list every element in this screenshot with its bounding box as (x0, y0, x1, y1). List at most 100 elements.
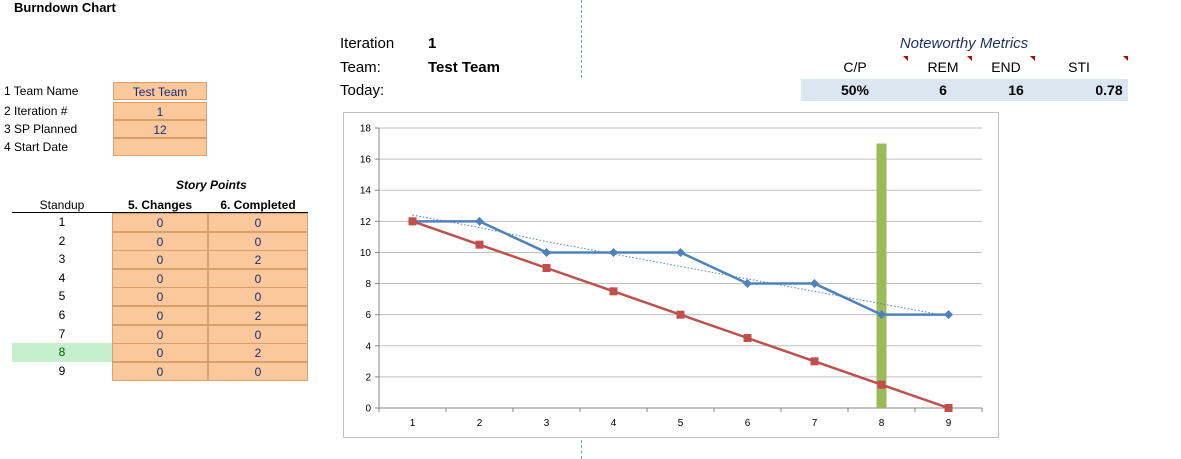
metric-label-end: END (991, 59, 1021, 75)
series-line-actual (412, 220, 949, 316)
standup-number: 5 (58, 289, 66, 304)
data-point-actual (609, 247, 618, 257)
comment-indicator-icon[interactable] (1030, 56, 1035, 61)
metric-value-rem: 6 (939, 82, 947, 98)
team-name-input[interactable]: Test Team (113, 82, 207, 100)
changes-cell[interactable]: 0 (112, 287, 208, 307)
metric-label-cp: C/P (843, 59, 867, 75)
comment-indicator-icon[interactable] (903, 56, 908, 61)
data-point-actual (877, 310, 886, 320)
changes-cell[interactable]: 0 (112, 213, 208, 232)
changes-cell[interactable]: 0 (112, 324, 208, 344)
col-header-standup: Standup (39, 198, 85, 212)
metric-value-end: 16 (1008, 82, 1024, 98)
completed-cell[interactable]: 0 (208, 324, 308, 344)
start-date-input[interactable] (113, 138, 207, 156)
setup-label-start-date: 4 Start Date (4, 140, 69, 154)
data-point-actual (810, 279, 819, 289)
y-tick-label: 18 (360, 124, 372, 135)
y-tick-label: 6 (365, 310, 371, 321)
data-point-optimal (810, 357, 819, 366)
burndown-chart[interactable]: 024681012141618123456789TodayActualOptim… (343, 112, 1097, 438)
completed-cell[interactable]: 0 (208, 268, 308, 288)
comment-indicator-icon[interactable] (1123, 56, 1128, 61)
standup-number: 1 (58, 215, 66, 229)
changes-cell[interactable]: 0 (112, 231, 208, 251)
y-tick-label: 12 (360, 217, 372, 228)
data-point-optimal (408, 217, 417, 226)
completed-cell[interactable]: 0 (208, 287, 308, 307)
team-label: Team: (340, 59, 381, 76)
col-header-completed: 6. Completed (220, 198, 296, 212)
standup-number: 4 (58, 270, 66, 285)
x-tick-label: 9 (946, 418, 952, 429)
team-value: Test Team (428, 59, 500, 76)
changes-cell[interactable]: 0 (112, 361, 208, 381)
page-break-guide-bottom (581, 440, 582, 459)
x-tick-label: 8 (879, 418, 885, 429)
metrics-values-bar (801, 79, 1128, 101)
metric-label-rem: REM (927, 59, 959, 75)
data-point-optimal (944, 404, 953, 412)
data-point-optimal (676, 310, 685, 319)
y-tick-label: 4 (365, 341, 371, 352)
data-point-optimal (743, 334, 752, 342)
iteration-value: 1 (428, 35, 437, 52)
y-tick-label: 14 (360, 186, 372, 197)
standup-number: 8 (12, 343, 112, 363)
iteration-input[interactable]: 1 (113, 102, 207, 120)
y-tick-label: 8 (365, 279, 371, 290)
x-tick-label: 4 (611, 418, 617, 429)
standup-number: 3 (58, 252, 66, 267)
metric-value-cp: 50% (840, 82, 870, 98)
standup-number: 2 (58, 233, 66, 248)
completed-cell[interactable]: 0 (208, 213, 308, 232)
completed-cell[interactable]: 0 (208, 231, 308, 251)
burndown-chart-svg: 024681012141618123456789TodayActualOptim… (360, 124, 1097, 430)
setup-label-iteration: 2 Iteration # (4, 104, 68, 118)
x-tick-label: 5 (678, 418, 684, 429)
standup-number: 7 (58, 326, 66, 341)
standup-number: 9 (58, 363, 66, 378)
metric-label-sti: STI (1068, 59, 1090, 75)
comment-indicator-icon[interactable] (967, 56, 972, 61)
data-point-optimal (877, 380, 886, 389)
x-tick-label: 7 (812, 418, 818, 429)
completed-cell[interactable]: 2 (208, 343, 308, 363)
completed-cell[interactable]: 0 (208, 361, 308, 381)
sp-planned-input[interactable]: 12 (113, 120, 207, 138)
x-tick-label: 6 (745, 418, 751, 429)
changes-cell[interactable]: 0 (112, 306, 208, 325)
story-points-header: Story Points (176, 178, 247, 192)
x-tick-label: 3 (544, 418, 550, 429)
today-label: Today: (340, 82, 385, 99)
y-tick-label: 0 (365, 404, 371, 415)
data-point-actual (542, 247, 551, 257)
changes-cell[interactable]: 0 (112, 343, 208, 363)
standup-number: 6 (58, 308, 66, 322)
changes-cell[interactable]: 0 (112, 268, 208, 288)
data-point-optimal (475, 240, 484, 249)
sheet-title: Burndown Chart (14, 0, 116, 15)
completed-cell[interactable]: 2 (208, 306, 308, 325)
series-line-forecasted (412, 214, 949, 317)
page-break-guide-top (581, 0, 582, 78)
iteration-label: Iteration (340, 35, 395, 52)
x-tick-label: 2 (477, 418, 483, 429)
setup-label-sp-planned: 3 SP Planned (4, 122, 78, 136)
data-point-optimal (609, 287, 618, 296)
y-tick-label: 16 (360, 155, 372, 166)
changes-cell[interactable]: 0 (112, 250, 208, 270)
completed-cell[interactable]: 2 (208, 250, 308, 270)
data-point-actual (676, 247, 685, 257)
table-header-rule (12, 212, 308, 213)
setup-label-team-name: 1 Team Name (4, 84, 79, 98)
data-point-actual (944, 310, 953, 320)
metrics-title: Noteworthy Metrics (899, 35, 1029, 52)
data-point-optimal (542, 264, 551, 272)
x-tick-label: 1 (410, 418, 416, 429)
y-tick-label: 2 (365, 372, 371, 383)
y-tick-label: 10 (360, 248, 372, 259)
today-bar (876, 143, 887, 409)
data-point-actual (743, 279, 752, 289)
